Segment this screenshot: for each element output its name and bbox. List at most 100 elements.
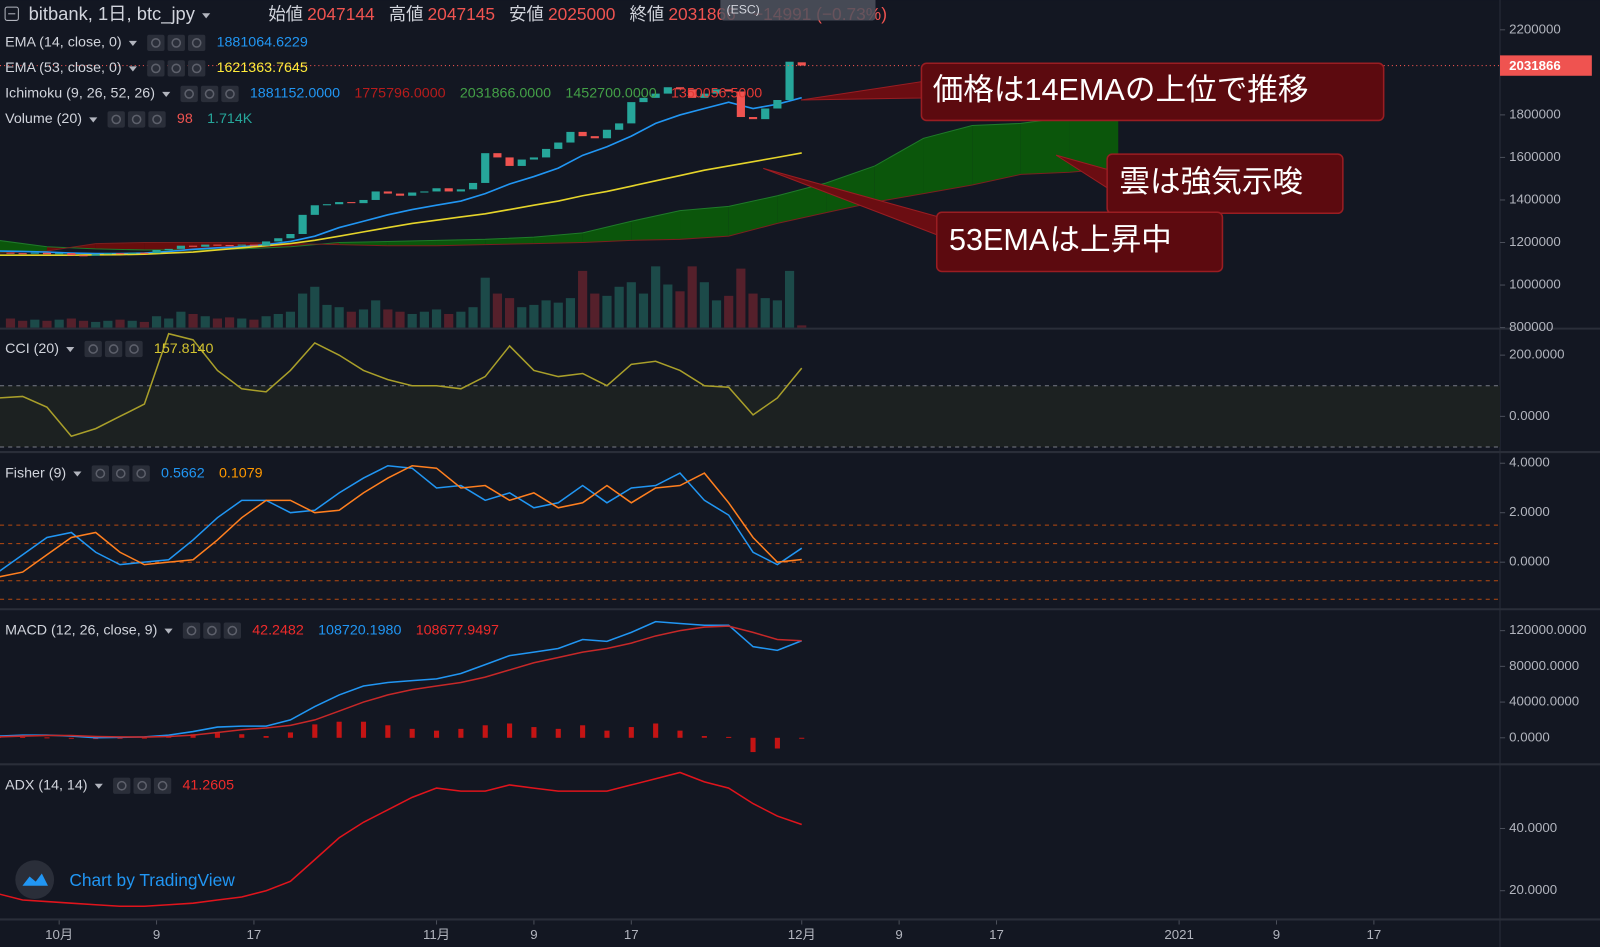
volume-bar	[249, 319, 259, 328]
legend-value: 157.8140	[154, 341, 214, 357]
y-tick-label: 4.0000	[1509, 455, 1550, 470]
candle-body	[481, 153, 490, 183]
histogram-bar	[531, 727, 537, 738]
x-tick-label: 17	[624, 927, 639, 942]
volume-bar	[687, 266, 697, 328]
candle-body	[30, 252, 39, 254]
histogram-bar	[750, 737, 756, 753]
legend-value: 98	[177, 111, 193, 127]
volume-bar	[237, 318, 247, 328]
legend-value: 41.2605	[182, 778, 234, 794]
cloud-segment	[728, 195, 778, 237]
close-icon	[132, 465, 150, 482]
close-icon	[187, 34, 206, 52]
settings-icon-glyph	[137, 780, 148, 791]
candle-body	[67, 253, 76, 256]
volume-bar	[638, 293, 649, 328]
indicator-line	[0, 771, 802, 908]
settings-icon	[203, 622, 221, 639]
candle-body	[42, 252, 52, 255]
histogram-bar	[263, 736, 269, 738]
settings-icon	[167, 60, 185, 77]
candle-body	[6, 252, 15, 254]
settings-icon-glyph	[171, 38, 182, 48]
legend-value: 1881064.6229	[217, 35, 308, 51]
settings-icon-glyph	[115, 468, 126, 479]
dropdown-caret	[202, 13, 211, 19]
candle-body	[468, 182, 478, 190]
callout-text: 雲は強気示唆	[1119, 165, 1303, 199]
close-icon-glyph	[129, 344, 139, 354]
dropdown-caret	[66, 346, 75, 353]
histogram-bar	[44, 737, 50, 739]
volume-bar	[298, 293, 308, 328]
legend-label: EMA (14, close, 0)	[5, 35, 122, 51]
legend-value: 0.5662	[161, 465, 205, 481]
histogram-bar	[726, 736, 732, 738]
x-tick-label: 9	[530, 927, 537, 942]
candle-body	[164, 248, 173, 250]
cloud-segment	[1069, 106, 1119, 173]
settings-icon	[200, 85, 219, 103]
candle-body	[651, 93, 660, 98]
legend-label: CCI (20)	[5, 341, 59, 357]
cloud-segment	[533, 232, 583, 244]
candle-body	[639, 97, 648, 103]
histogram-bar	[701, 736, 707, 738]
eye-icon-glyph	[184, 89, 195, 99]
candle-body	[237, 244, 246, 246]
close-icon	[187, 60, 206, 77]
eye-icon-glyph	[151, 63, 161, 74]
candle-body	[347, 202, 356, 204]
volume-bar	[66, 318, 76, 328]
volume-bar	[504, 298, 515, 328]
callout-box	[920, 62, 1385, 122]
legend-label: ADX (14, 14)	[5, 778, 87, 794]
legend-label: bitbank, 1日, btc_jpy	[29, 3, 196, 25]
volume-bar	[224, 317, 235, 328]
candle-body	[602, 129, 612, 139]
volume-bar	[334, 307, 344, 328]
band-fill	[0, 385, 1500, 447]
volume-bar	[54, 319, 64, 328]
candle-body	[712, 89, 721, 94]
x-tick-label: 9	[895, 927, 902, 942]
ohlc-label: 始値	[268, 4, 303, 24]
legend-value: 1881152.0000	[250, 86, 340, 102]
volume-bar	[212, 318, 223, 328]
cloud-segment	[631, 210, 681, 241]
candle-body	[748, 117, 758, 120]
y-tick-label: 40000.0000	[1509, 694, 1579, 709]
settings-icon-glyph	[204, 89, 215, 99]
dropdown-caret	[128, 40, 137, 46]
y-tick-label: 80000.0000	[1509, 658, 1579, 673]
legend-value: 1350056.5000	[671, 86, 762, 102]
candle-body	[627, 102, 636, 124]
y-tick-label: 0.0000	[1509, 554, 1550, 569]
candle-body	[335, 202, 344, 205]
candle-body	[359, 199, 368, 204]
volume-bar	[711, 300, 722, 328]
histogram-bar	[287, 732, 294, 738]
volume-bar	[456, 311, 466, 328]
volume-bar	[529, 304, 539, 328]
y-tick-label: 200.0000	[1509, 347, 1564, 362]
eye-icon-glyph	[151, 38, 161, 48]
candle-body	[152, 249, 161, 254]
candle-body	[797, 62, 806, 66]
histogram-bar	[385, 725, 391, 738]
legend-value: 108720.1980	[318, 622, 401, 638]
candle-body	[505, 157, 514, 166]
histogram-bar	[239, 734, 245, 738]
volume-bar	[151, 316, 162, 328]
dropdown-caret	[128, 66, 137, 72]
cloud-segment	[1020, 117, 1070, 175]
close-icon	[221, 85, 239, 103]
volume-bar	[273, 313, 283, 328]
indicator-line	[0, 464, 803, 572]
cloud-segment	[874, 138, 924, 203]
x-tick-label: 11月	[423, 927, 450, 942]
candle-body	[286, 233, 295, 239]
callout-text: 53EMAは上昇中	[949, 223, 1172, 257]
cloud-segment	[0, 240, 47, 254]
